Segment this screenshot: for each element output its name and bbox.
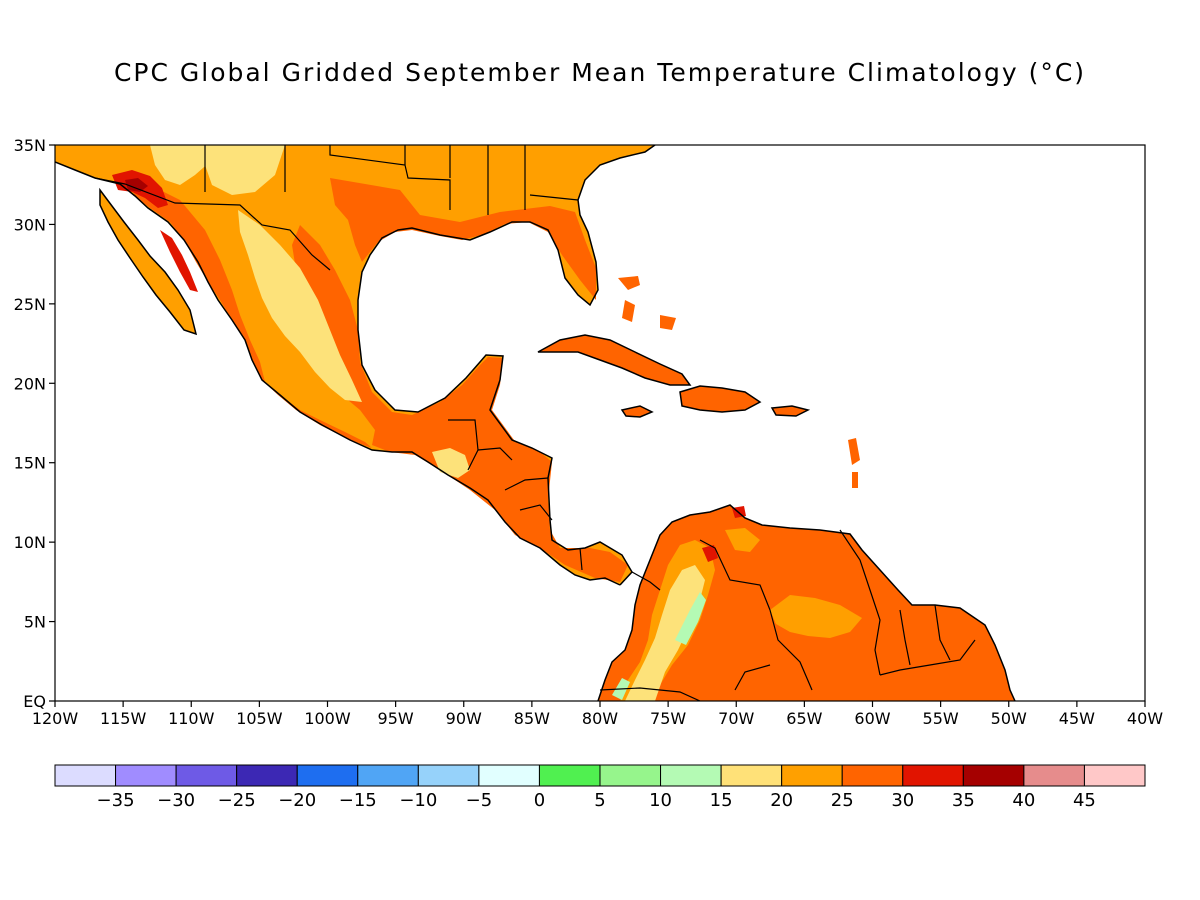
colorbar-bin [841,764,904,787]
x-tick-label: 80W [582,709,618,728]
colorbar-label: 0 [534,790,545,811]
colorbar-bin [902,764,964,787]
y-tick-label: 15N [14,454,46,473]
colorbar [54,764,1146,787]
colorbar-label: −15 [339,790,377,811]
colorbar-bin [781,764,843,787]
x-tick-label: 45W [1059,709,1095,728]
y-tick-label: 35N [14,136,46,155]
colorbar-bin [115,764,177,787]
y-tick-label: 5N [24,613,46,632]
colorbar-label: −30 [157,790,195,811]
hispaniola-island [680,386,760,412]
x-tick-label: 75W [650,709,686,728]
very-hot-zone-maracaibo [702,506,746,562]
colorbar-bin [599,764,662,787]
colorbar-label: −35 [97,790,135,811]
colorbar-label: −5 [466,790,493,811]
colorbar-labels: −35 −30 −25 −20 −15 −10 −5 0 5 10 15 20 25 30 35 40 45 [97,790,1096,811]
baja-peninsula [100,190,196,334]
colorbar-bin [962,764,1025,787]
colorbar-bin [296,764,359,787]
very-hot-zone-sinaloa [160,230,198,292]
colorbar-bin [54,764,117,787]
colorbar-bin [357,764,419,787]
x-tick-label: 85W [514,709,550,728]
colorbar-label: 45 [1073,790,1096,811]
mild-zone-colorado [205,145,285,195]
x-tick-label: 105W [236,709,283,728]
warm-zone-venezuela [725,528,760,552]
colorbar-bin [660,764,722,787]
political-boundaries [94,145,976,701]
colorbar-bin [417,764,480,787]
colorbar-label: −10 [399,790,437,811]
extreme-hot-zone-desert [125,178,148,192]
map-fields [55,145,1016,701]
x-tick-label: 100W [304,709,351,728]
y-tick-label: EQ [23,692,46,711]
x-tick-label: 95W [378,709,414,728]
cuba-island [538,335,690,385]
colorbar-label: −20 [278,790,316,811]
x-tick-label: 120W [32,709,79,728]
colorbar-label: 5 [594,790,605,811]
warm-zone-guiana-highlands [770,595,862,638]
colorbar-bin [538,764,601,787]
mild-zone-andes [625,565,705,701]
x-tick-label: 115W [100,709,147,728]
bahamas-islands [618,276,676,330]
y-tick-label: 30N [14,215,46,234]
colorbar-bin [236,764,298,787]
colorbar-label: 35 [952,790,975,811]
colorbar-label: 20 [770,790,793,811]
colorbar-bin [720,764,783,787]
mild-zone-mexican-plateau [238,210,362,402]
colorbar-label: 15 [710,790,733,811]
colorbar-label: 30 [891,790,914,811]
chart-title: CPC Global Gridded September Mean Temper… [113,58,1087,87]
y-tick-label: 25N [14,295,46,314]
x-tick-label: 90W [446,709,482,728]
x-tick-label: 40W [1127,709,1163,728]
y-tick-label: 10N [14,533,46,552]
colorbar-bin [478,764,540,787]
colorbar-label: 40 [1012,790,1035,811]
x-tick-label: 70W [718,709,754,728]
colorbar-label: 25 [831,790,854,811]
colorbar-bin [175,764,238,787]
colorbar-bin [1023,764,1085,787]
lesser-antilles [848,438,860,488]
x-tick-label: 65W [786,709,822,728]
colorbar-label: 10 [649,790,672,811]
colorbar-label: −25 [218,790,256,811]
x-tick-label: 50W [991,709,1027,728]
axis-ticks [49,144,1146,707]
x-tick-label: 60W [854,709,890,728]
colorbar-bin [1083,764,1146,787]
x-tick-label: 110W [168,709,215,728]
hot-zone-east-mexico [292,225,628,582]
axis-labels: 120W 115W 110W 105W 100W 95W 90W 85W 80W 75W 70W 65… [14,136,1164,728]
y-tick-label: 20N [14,374,46,393]
coastlines [55,145,1016,701]
x-tick-label: 55W [923,709,959,728]
